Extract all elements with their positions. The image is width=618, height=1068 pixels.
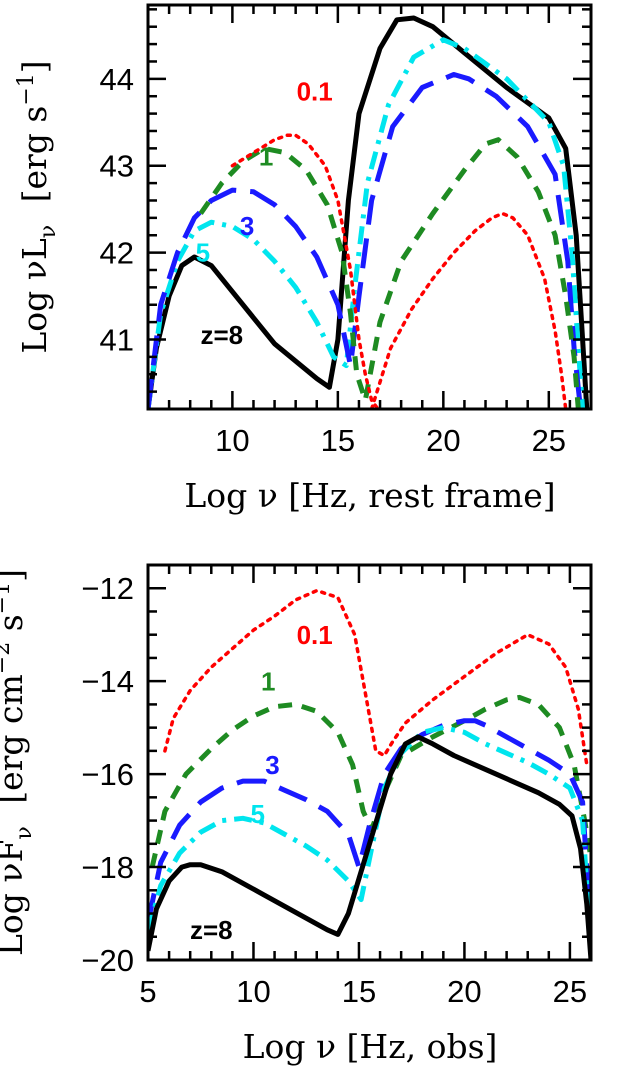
plot-frame (146, 3, 593, 411)
curve-label: 3 (240, 211, 254, 241)
y-tick-label: −16 (81, 757, 134, 792)
x-tick-label: 15 (321, 423, 355, 458)
plot-frame (146, 563, 593, 962)
y-axis-title: Log νFν [erg cm−2 s−1] (0, 569, 37, 956)
series-z-0-1 (230, 133, 380, 409)
series-z-5 (148, 37, 586, 409)
y-tick-label: 44 (100, 62, 134, 97)
y-tick-label: −20 (81, 943, 134, 978)
x-tick-label: 20 (447, 974, 481, 1009)
x-axis-title: Log ν [Hz, obs] (243, 1027, 498, 1066)
series-z-3 (148, 72, 583, 409)
ticks (146, 5, 593, 411)
curve-label: 3 (265, 750, 279, 780)
series-z-3 (148, 718, 591, 937)
x-tick-label: 5 (139, 974, 156, 1009)
x-tick-label: 20 (426, 423, 460, 458)
series-z-0-1b (369, 211, 568, 409)
top-panel-rest-frame: 10 15 20 25 41 42 43 44 0.1 1 35 z=8 Log ν [Hz, rest… (14, 3, 593, 515)
curve-label: z=8 (190, 915, 233, 945)
x-axis-title: Log ν [Hz, rest frame] (184, 476, 555, 515)
curves (148, 15, 590, 409)
y-tick-label: −14 (81, 664, 134, 699)
x-tick-label: 25 (532, 423, 566, 458)
y-tick-label: 43 (100, 149, 134, 184)
curve-label: 1 (259, 142, 273, 172)
series-z-0-1 (163, 588, 589, 767)
ticks (146, 563, 593, 962)
curves (148, 588, 591, 960)
curve-label: 5 (250, 799, 264, 829)
y-axis-title: Log νLν [erg s−1] (14, 60, 61, 353)
x-tick-label: 25 (553, 974, 587, 1009)
series-z-8 (148, 734, 591, 960)
curve-label: 1 (261, 666, 275, 696)
curve-label: z=8 (201, 320, 244, 350)
curve-label: 0.1 (297, 620, 333, 650)
x-tick-label: 10 (236, 974, 270, 1009)
x-tick-label: 15 (342, 974, 376, 1009)
series-z-1 (198, 137, 581, 409)
y-tick-label: 42 (100, 236, 134, 271)
curve-label: 0.1 (297, 77, 333, 107)
y-tick-label: −18 (81, 850, 134, 885)
y-tick-label: −12 (81, 571, 134, 606)
curve-label: 5 (196, 237, 210, 267)
x-tick-label: 10 (215, 423, 249, 458)
y-tick-label: 41 (100, 322, 134, 357)
